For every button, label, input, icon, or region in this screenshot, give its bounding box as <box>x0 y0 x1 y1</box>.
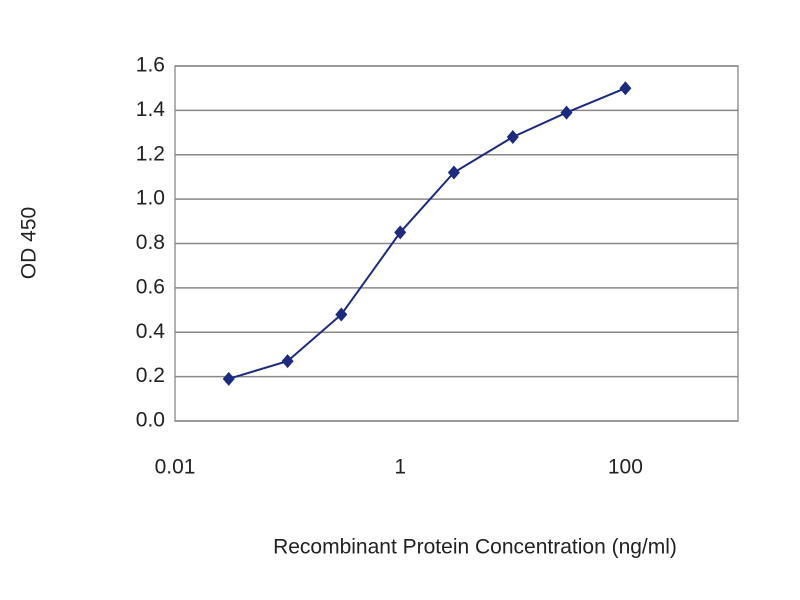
data-point <box>394 225 407 240</box>
y-tick-label: 1.4 <box>136 98 166 121</box>
y-tick-label: 0.4 <box>136 320 166 343</box>
data-point <box>222 371 235 386</box>
y-tick-label: 0.8 <box>136 231 165 254</box>
y-tick-label: 1.6 <box>136 54 165 77</box>
data-line <box>228 87 626 380</box>
data-point <box>619 81 632 96</box>
x-tick-label: 100 <box>608 456 643 479</box>
data-point <box>447 165 460 180</box>
y-tick-label: 1.2 <box>136 142 165 165</box>
x-tick-label: 0.01 <box>155 456 196 479</box>
data-point <box>506 130 519 144</box>
data-point <box>281 354 294 369</box>
y-tick-label: 0.6 <box>136 275 165 298</box>
data-point <box>335 307 348 322</box>
x-axis-label: Recombinant Protein Concentration (ng/ml… <box>273 536 677 559</box>
x-tick-label: 1 <box>394 456 406 479</box>
y-tick-label: 1.0 <box>136 187 165 210</box>
y-axis-label: OD 450 <box>18 207 41 279</box>
y-tick-label: 0.0 <box>136 409 165 432</box>
y-tick-label: 0.2 <box>136 364 165 387</box>
data-point <box>560 105 573 120</box>
